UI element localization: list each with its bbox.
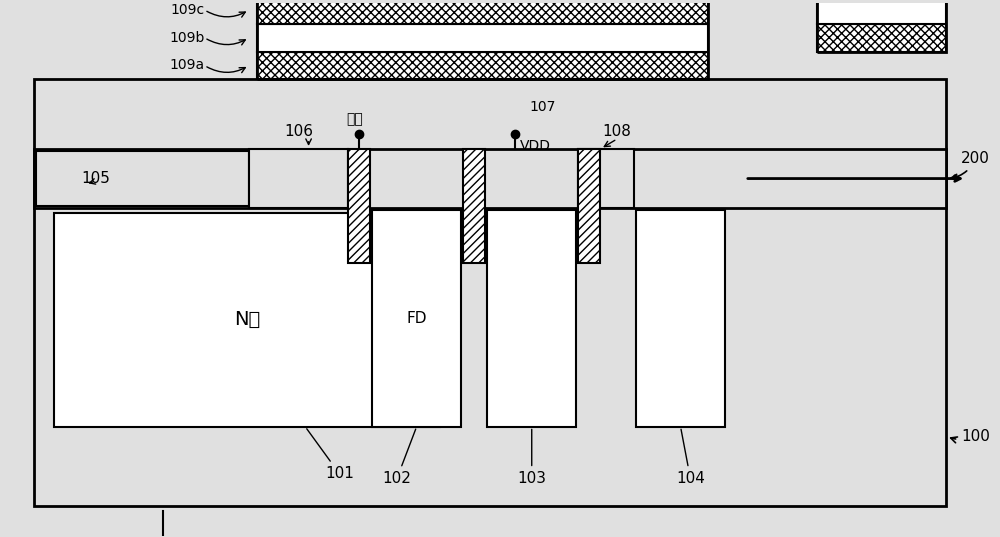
Bar <box>257 0 708 24</box>
Bar <box>817 24 946 52</box>
Text: 103: 103 <box>517 429 546 486</box>
Bar <box>487 211 576 426</box>
Bar <box>348 149 370 263</box>
Bar <box>34 79 946 506</box>
Text: 102: 102 <box>382 429 416 486</box>
Text: 105: 105 <box>81 171 110 186</box>
Text: FD: FD <box>406 311 427 326</box>
Text: 109a: 109a <box>169 59 204 72</box>
Bar <box>249 149 348 208</box>
Bar <box>257 24 708 52</box>
Text: 106: 106 <box>284 124 313 139</box>
Text: 101: 101 <box>307 429 354 481</box>
Bar <box>817 0 946 24</box>
Bar <box>36 151 249 206</box>
Text: 复位: 复位 <box>346 112 363 126</box>
Text: 109c: 109c <box>170 3 204 17</box>
Text: 200: 200 <box>951 151 990 180</box>
Text: 100: 100 <box>951 429 990 444</box>
Bar <box>372 211 461 426</box>
Bar <box>34 149 946 208</box>
Bar <box>636 211 725 426</box>
Text: VDD: VDD <box>520 139 551 153</box>
Bar <box>463 149 485 263</box>
Bar <box>54 213 440 426</box>
Text: 104: 104 <box>676 429 705 486</box>
Text: 109b: 109b <box>169 31 204 45</box>
Bar <box>257 0 708 79</box>
Bar <box>817 0 946 52</box>
Bar <box>257 52 708 79</box>
Text: 108: 108 <box>603 124 632 139</box>
Text: 107: 107 <box>530 100 556 114</box>
Bar <box>578 149 600 263</box>
Text: N阱: N阱 <box>234 310 260 329</box>
Bar <box>578 149 634 208</box>
